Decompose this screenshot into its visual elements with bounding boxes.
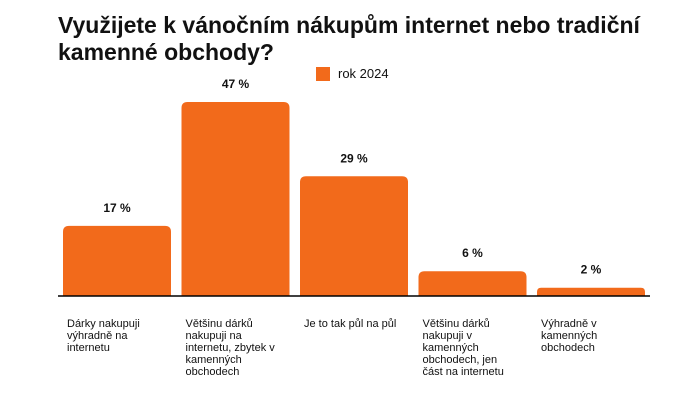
category-label: Je to tak půl na půl bbox=[304, 318, 397, 330]
chart-title: Využijete k vánočním nákupům internet ne… bbox=[58, 12, 640, 65]
bar bbox=[537, 287, 645, 296]
bar bbox=[300, 176, 408, 296]
bar bbox=[418, 271, 527, 296]
value-label: 2 % bbox=[581, 263, 602, 277]
value-label: 47 % bbox=[222, 77, 250, 91]
value-label: 17 % bbox=[103, 201, 131, 215]
category-label: Většinu dárků nakupuji v kamenných obcho… bbox=[422, 318, 504, 378]
category-label: Většinu dárků nakupuji na internetu, zby… bbox=[185, 318, 275, 378]
bar bbox=[63, 225, 171, 296]
value-label: 6 % bbox=[462, 246, 483, 260]
legend: rok 2024 bbox=[316, 66, 389, 81]
legend-label: rok 2024 bbox=[338, 66, 389, 81]
bar bbox=[181, 102, 290, 296]
value-label: 29 % bbox=[340, 151, 368, 165]
category-label: Výhradně v kamenných obchodech bbox=[541, 318, 598, 354]
category-label: Dárky nakupuji výhradně na internetu bbox=[67, 318, 140, 354]
legend-swatch bbox=[316, 66, 330, 81]
